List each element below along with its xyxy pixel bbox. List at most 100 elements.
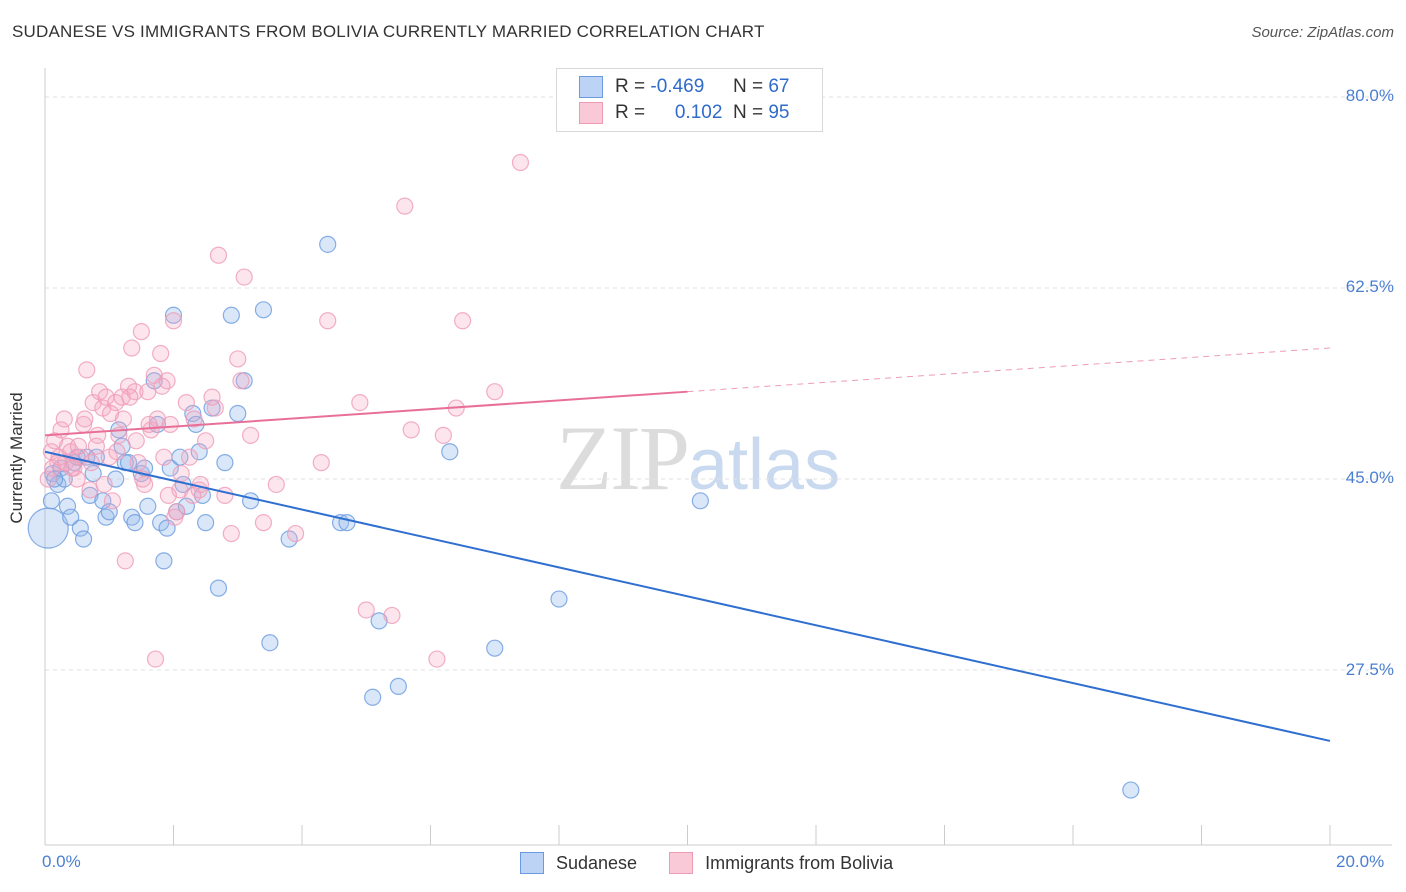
- bolivia-point: [116, 552, 134, 570]
- bolivia-point: [46, 432, 64, 450]
- bolivia-point: [203, 388, 221, 406]
- bolivia-point: [121, 388, 139, 406]
- bolivia-point: [108, 443, 126, 461]
- sudanese-points: [27, 235, 1140, 799]
- bolivia-point: [511, 153, 530, 172]
- sudanese-point: [441, 443, 459, 461]
- bolivia-point: [232, 372, 250, 390]
- sudanese-point: [222, 306, 240, 324]
- sudanese-point: [161, 459, 179, 477]
- bolivia-point: [63, 459, 81, 477]
- sudanese-point: [190, 443, 208, 461]
- bolivia-point: [172, 464, 190, 483]
- bolivia-point: [129, 454, 147, 472]
- series-legend: Sudanese Immigrants from Bolivia: [520, 852, 893, 874]
- bolivia-point: [180, 448, 199, 466]
- sudanese-point: [58, 497, 77, 515]
- sudanese-point: [338, 514, 356, 532]
- sudanese-point: [370, 612, 388, 630]
- bolivia-point: [76, 410, 94, 428]
- sudanese-point: [164, 306, 183, 324]
- bolivia-point: [216, 486, 234, 504]
- sudanese-point: [486, 639, 504, 657]
- bolivia-point: [123, 339, 141, 357]
- bolivia-point: [235, 268, 253, 286]
- sudanese-point: [550, 590, 568, 608]
- bolivia-point: [68, 470, 86, 488]
- bolivia-point: [229, 350, 247, 368]
- axes: [44, 68, 1392, 846]
- sudanese-point: [209, 579, 228, 597]
- bolivia-point: [209, 246, 228, 264]
- n-label: N =: [732, 76, 764, 97]
- sudanese-point: [155, 552, 173, 570]
- bolivia-point: [396, 197, 414, 215]
- sudanese-point: [197, 514, 215, 532]
- sudanese-point: [97, 508, 115, 526]
- bolivia-trend-line: [44, 390, 688, 437]
- sudanese-point: [254, 301, 273, 319]
- bolivia-point: [146, 650, 165, 668]
- bolivia-trend-extension: [687, 347, 1331, 393]
- bolivia-point: [242, 426, 260, 444]
- watermark: ZIPatlas: [556, 405, 840, 511]
- sudanese-point: [364, 688, 382, 706]
- n-value: 95: [768, 102, 790, 123]
- bolivia-point: [177, 394, 195, 412]
- sudanese-point: [319, 235, 337, 253]
- sudanese-point: [139, 497, 157, 515]
- r-label: R =: [615, 102, 646, 123]
- sudanese-point: [691, 492, 709, 510]
- bolivia-point: [55, 410, 73, 428]
- sudanese-point: [126, 514, 144, 532]
- bolivia-point: [286, 524, 305, 543]
- r-value: 0.102: [674, 102, 723, 123]
- bolivia-point: [44, 459, 62, 477]
- bolivia-point: [254, 514, 273, 532]
- bolivia-point: [428, 650, 446, 668]
- bolivia-point: [383, 606, 401, 625]
- bolivia-point: [164, 312, 183, 330]
- sudanese-point: [242, 492, 260, 510]
- sudanese-point: [261, 634, 279, 652]
- bolivia-point: [159, 486, 177, 504]
- bolivia-points: [39, 153, 530, 668]
- bolivia-point: [351, 394, 369, 412]
- bolivia-point: [357, 601, 375, 619]
- n-value: 67: [768, 76, 790, 97]
- bolivia-point: [161, 415, 179, 434]
- bolivia-point: [127, 432, 145, 450]
- sudanese-point: [62, 508, 80, 526]
- sudanese-point: [71, 519, 89, 537]
- bolivia-point: [140, 415, 158, 434]
- watermark-zip: ZIP: [556, 407, 690, 509]
- bolivia-point: [312, 454, 330, 472]
- bolivia-point: [454, 312, 472, 330]
- legend-row-bolivia: R = 0.102 N = 95: [579, 101, 789, 125]
- n-label: N =: [732, 102, 764, 123]
- bolivia-point: [132, 323, 150, 341]
- bolivia-point: [152, 344, 170, 363]
- bolivia-point: [114, 410, 132, 428]
- legend-item-bolivia: Immigrants from Bolivia: [705, 852, 894, 873]
- y-tick-label: 45.0%: [1345, 468, 1394, 487]
- bolivia-swatch: [579, 102, 603, 124]
- bolivia-point: [95, 475, 113, 494]
- bolivia-point: [101, 404, 120, 423]
- sudanese-point: [389, 677, 407, 695]
- y-axis-label: Currently Married: [7, 392, 26, 524]
- sudanese-point: [177, 497, 195, 515]
- bolivia-point: [319, 312, 337, 330]
- sudanese-point: [216, 454, 234, 472]
- chart-title: SUDANESE VS IMMIGRANTS FROM BOLIVIA CURR…: [12, 22, 765, 41]
- bolivia-point: [155, 448, 173, 466]
- bolivia-point: [185, 410, 203, 428]
- sudanese-point: [229, 404, 247, 423]
- bolivia-point: [84, 394, 102, 412]
- sudanese-point: [74, 530, 93, 548]
- bolivia-swatch: [669, 852, 694, 874]
- legend-item-sudanese: Sudanese: [556, 852, 638, 873]
- bolivia-point: [153, 377, 171, 395]
- sudanese-point: [27, 507, 69, 549]
